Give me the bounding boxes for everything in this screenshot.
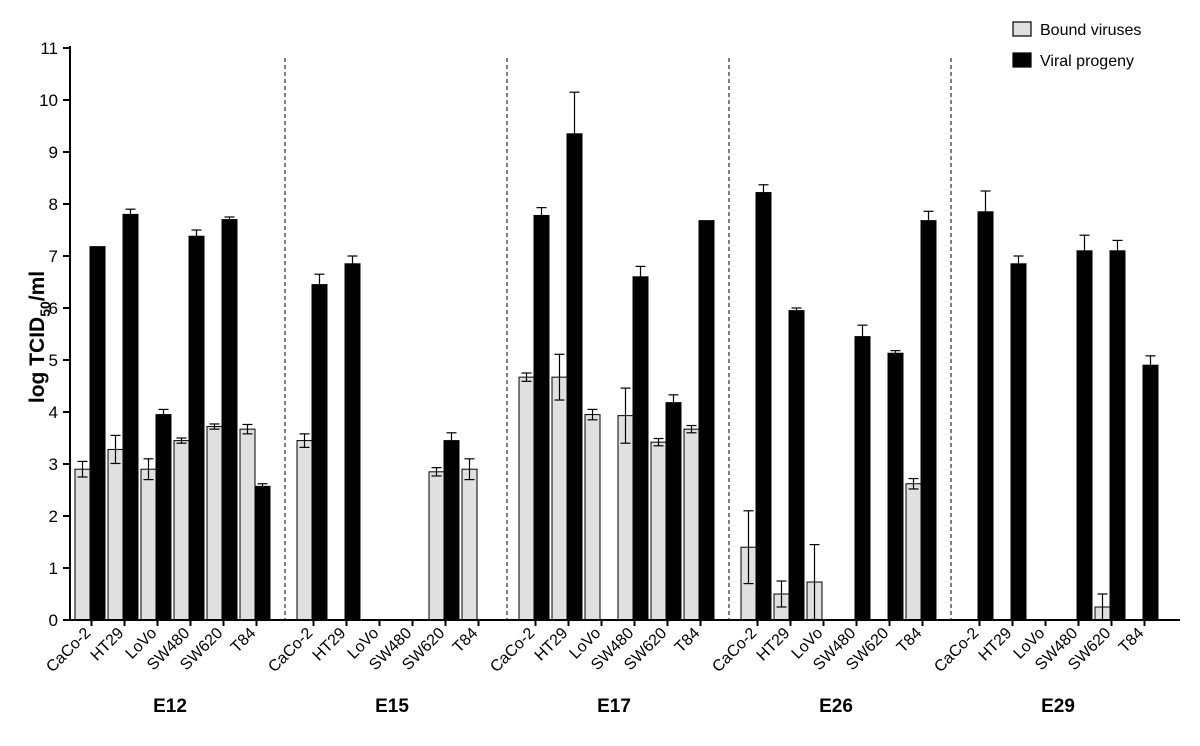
- legend-label-progeny: Viral progeny: [1040, 53, 1134, 70]
- group-label-E15: E15: [375, 696, 409, 717]
- bar-bound-E17-T84: [683, 428, 700, 621]
- bar-progeny-E17-T84: [698, 220, 715, 621]
- bar-progeny-E29-CaCo-2: [977, 211, 994, 621]
- y-tick-label: 9: [49, 143, 58, 162]
- bar-progeny-E26-HT29: [788, 310, 805, 621]
- x-tick-label: T84: [672, 625, 704, 657]
- bar-progeny-E17-SW480: [632, 276, 649, 621]
- bar-bound-E17-CaCo-2: [518, 376, 535, 621]
- legend-label-bound: Bound viruses: [1040, 22, 1141, 39]
- x-tick-label: CaCo-2: [43, 625, 94, 676]
- bar-bound-E12-HT29: [107, 448, 124, 621]
- bar-bound-E12-SW620: [206, 426, 223, 621]
- bar-bound-E17-SW620: [650, 441, 667, 621]
- bar-progeny-E12-HT29: [122, 213, 139, 621]
- x-tick-label: CaCo-2: [487, 625, 538, 676]
- bar-progeny-E17-CaCo-2: [533, 214, 550, 621]
- bar-progeny-E29-SW480: [1076, 250, 1093, 621]
- bar-progeny-E26-T84: [920, 220, 937, 621]
- bar-bound-E15-T84: [461, 468, 478, 621]
- x-tick-label: T84: [450, 625, 482, 657]
- y-tick-label: 1: [49, 559, 58, 578]
- bar-bound-E15-CaCo-2: [296, 440, 313, 621]
- x-tick-label: HT29: [754, 625, 794, 665]
- bar-bound-E26-T84: [905, 483, 922, 621]
- bar-bound-E17-HT29: [551, 376, 568, 621]
- bar-progeny-E29-HT29: [1010, 263, 1027, 621]
- bar-progeny-E17-HT29: [566, 133, 583, 621]
- y-tick-label: 11: [40, 39, 58, 58]
- bar-bound-E12-T84: [239, 428, 256, 621]
- bar-bound-E17-LoVo: [584, 414, 601, 621]
- x-tick-label: CaCo-2: [709, 625, 760, 676]
- bars: [74, 91, 1159, 621]
- y-axis-label: log TCID50/ml: [26, 271, 53, 403]
- bar-bound-E15-SW620: [428, 471, 445, 621]
- x-tick-label: HT29: [532, 625, 572, 665]
- legend-swatch-progeny: [1012, 52, 1032, 68]
- y-axis-label-subscript: 50: [37, 301, 53, 317]
- bar-progeny-E17-SW620: [665, 402, 682, 621]
- group-label-E17: E17: [597, 696, 631, 717]
- bar-bound-E17-SW480: [617, 415, 634, 621]
- group-label-E29: E29: [1041, 696, 1075, 717]
- y-tick-label: 4: [49, 403, 58, 422]
- group-dividers: [284, 58, 952, 620]
- x-tick-label: T84: [894, 625, 926, 657]
- bar-progeny-E26-CaCo-2: [755, 192, 772, 621]
- legend-swatch-bound: [1012, 21, 1032, 37]
- bar-progeny-E12-SW620: [221, 219, 238, 621]
- bar-progeny-E12-SW480: [188, 235, 205, 621]
- x-tick-label: CaCo-2: [931, 625, 982, 676]
- bar-progeny-E12-CaCo-2: [89, 246, 106, 621]
- legend: Bound viruses Viral progeny: [1012, 21, 1141, 70]
- x-tick-label: T84: [1116, 625, 1148, 657]
- y-tick-label: 10: [39, 91, 58, 110]
- x-tick-label: HT29: [88, 625, 128, 665]
- group-label-E26: E26: [819, 696, 853, 717]
- bar-progeny-E29-T84: [1142, 364, 1159, 621]
- y-tick-label: 3: [49, 455, 58, 474]
- bar-progeny-E15-HT29: [344, 263, 361, 621]
- y-tick-label: 7: [49, 247, 58, 266]
- y-tick-label: 2: [49, 507, 58, 526]
- bar-bound-E12-SW480: [173, 440, 190, 621]
- y-tick-label: 0: [49, 611, 58, 630]
- bar-bound-E12-CaCo-2: [74, 468, 91, 621]
- x-tick-label: HT29: [310, 625, 350, 665]
- y-axis-label-tail: /ml: [26, 271, 49, 301]
- bar-progeny-E29-SW620: [1109, 250, 1126, 621]
- y-axis-label-main: log TCID: [26, 317, 49, 403]
- bar-progeny-E26-SW480: [854, 336, 871, 621]
- y-tick-label: 5: [49, 351, 58, 370]
- y-tick-label: 8: [49, 195, 58, 214]
- bar-progeny-E12-LoVo: [155, 414, 172, 621]
- bar-progeny-E15-CaCo-2: [311, 284, 328, 621]
- bar-progeny-E15-SW620: [443, 440, 460, 621]
- bar-bound-E12-LoVo: [140, 468, 157, 621]
- x-tick-label: HT29: [976, 625, 1016, 665]
- bar-progeny-E26-SW620: [887, 352, 904, 621]
- x-tick-label: CaCo-2: [265, 625, 316, 676]
- y-axis: 0 1 2 3 4 5 6 7 8 9 10 11: [39, 39, 71, 630]
- group-label-E12: E12: [153, 696, 187, 717]
- y-tick-label: 6: [49, 299, 58, 318]
- bar-progeny-E12-T84: [254, 485, 271, 621]
- x-tick-label: T84: [228, 625, 260, 657]
